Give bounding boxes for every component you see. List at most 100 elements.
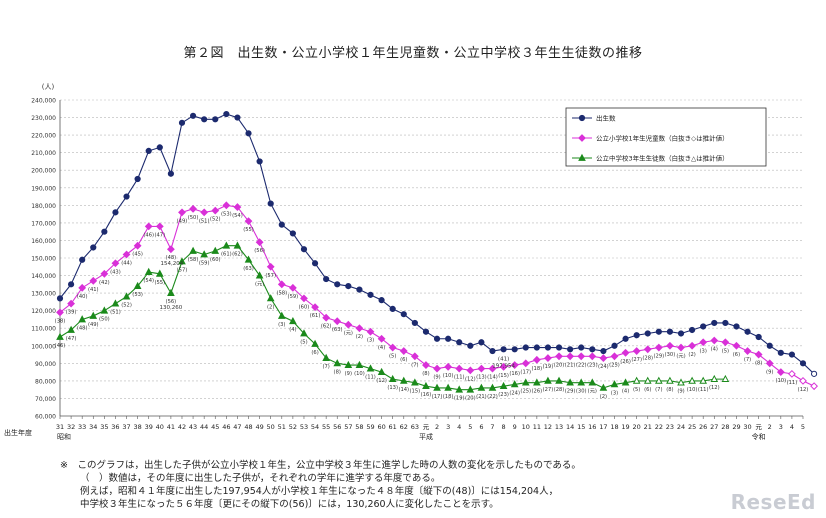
x-tick-label: 22 bbox=[655, 423, 663, 431]
data-point bbox=[255, 271, 264, 279]
data-point bbox=[356, 286, 363, 293]
data-point bbox=[233, 241, 242, 249]
point-label: (20) bbox=[554, 362, 565, 368]
data-point bbox=[477, 364, 486, 373]
y-tick-label: 220,000 bbox=[31, 133, 56, 140]
data-point bbox=[689, 326, 696, 334]
point-label: (62) bbox=[321, 324, 332, 330]
data-point bbox=[234, 114, 241, 121]
point-label: (8) bbox=[422, 371, 429, 377]
data-point bbox=[655, 328, 662, 335]
point-label: (9) bbox=[677, 389, 684, 395]
data-point bbox=[643, 345, 652, 354]
point-label: (46) bbox=[143, 232, 154, 238]
data-point bbox=[499, 381, 508, 390]
point-label: (25) bbox=[609, 362, 620, 368]
point-label: (4) bbox=[289, 327, 296, 333]
data-point bbox=[743, 347, 752, 355]
x-tick-label: 6 bbox=[479, 423, 483, 431]
x-tick-label: 51 bbox=[278, 423, 286, 431]
x-tick-label: 16 bbox=[588, 423, 596, 431]
data-point bbox=[533, 378, 541, 386]
data-point bbox=[289, 230, 296, 237]
point-label: (47) bbox=[154, 232, 165, 238]
data-point bbox=[266, 262, 275, 271]
point-label: (59) bbox=[199, 260, 210, 266]
y-tick-label: 190,000 bbox=[31, 185, 56, 192]
point-label: (7) bbox=[744, 357, 751, 363]
point-label: (14) bbox=[398, 387, 409, 393]
data-point bbox=[578, 344, 585, 351]
x-tick-label: 2 bbox=[435, 423, 439, 431]
data-point bbox=[333, 317, 342, 326]
data-point bbox=[632, 347, 641, 355]
data-point bbox=[610, 352, 619, 361]
point-label: (6) bbox=[400, 357, 407, 363]
data-point bbox=[555, 344, 563, 351]
point-label: (3) bbox=[367, 338, 374, 344]
point-label: (63) bbox=[332, 327, 343, 333]
data-point bbox=[433, 364, 441, 373]
point-label: (19) bbox=[543, 364, 554, 370]
x-tick-label: 23 bbox=[666, 423, 674, 431]
data-point bbox=[699, 376, 708, 384]
x-tick-label: 52 bbox=[289, 423, 297, 431]
x-tick-label: 元 bbox=[423, 423, 430, 431]
data-point bbox=[311, 339, 319, 347]
data-point bbox=[555, 376, 563, 384]
data-point bbox=[323, 275, 330, 283]
point-label: (57) bbox=[265, 273, 276, 279]
data-point bbox=[133, 241, 142, 250]
point-label: (40) bbox=[77, 294, 88, 300]
point-label: (21) bbox=[476, 394, 487, 400]
data-point bbox=[522, 344, 529, 351]
data-point bbox=[810, 370, 818, 377]
point-label: (49) bbox=[88, 322, 99, 328]
point-label: (11) bbox=[698, 387, 709, 393]
x-tick-label: 53 bbox=[300, 423, 308, 431]
data-point bbox=[766, 342, 773, 349]
x-tick-label: 元 bbox=[755, 423, 762, 431]
data-point bbox=[455, 364, 464, 373]
x-tick-label: 60 bbox=[377, 423, 385, 431]
point-label: (7) bbox=[411, 362, 418, 368]
x-tick-label: 31 bbox=[56, 423, 64, 431]
data-point bbox=[710, 336, 719, 345]
point-label: (61) bbox=[221, 252, 232, 258]
data-point bbox=[588, 378, 597, 386]
data-point bbox=[765, 359, 774, 368]
data-point bbox=[577, 378, 586, 386]
point-label: (4) bbox=[622, 389, 629, 395]
line-chart: 60,000 70,000 80,000 90,000 100,000 110,000 12… bbox=[4, 83, 818, 441]
point-label: (12) bbox=[465, 376, 476, 382]
point-label: (17) bbox=[432, 394, 443, 400]
point-label: (23) bbox=[587, 362, 598, 368]
data-point bbox=[499, 362, 508, 371]
data-point bbox=[366, 364, 375, 372]
data-point bbox=[489, 347, 496, 355]
data-point bbox=[377, 334, 386, 343]
data-point bbox=[256, 158, 263, 165]
data-point bbox=[433, 335, 441, 342]
point-label: (49) bbox=[177, 218, 188, 224]
point-label: (27) bbox=[631, 357, 642, 363]
era-label: 昭和 bbox=[57, 432, 71, 441]
data-point bbox=[178, 208, 186, 217]
data-point bbox=[754, 350, 763, 359]
data-point bbox=[478, 339, 485, 346]
point-label: (52) bbox=[210, 217, 221, 223]
point-label: (3) bbox=[278, 322, 285, 328]
point-label: 130,260 bbox=[160, 305, 183, 311]
y-tick-label: 170,000 bbox=[31, 220, 56, 227]
point-label: (8) bbox=[755, 361, 762, 367]
x-tick-label: 5 bbox=[468, 423, 472, 431]
data-point bbox=[666, 328, 674, 335]
point-label: (60) bbox=[299, 304, 310, 310]
point-label: (44) bbox=[121, 260, 132, 266]
point-label: (29) bbox=[654, 354, 665, 360]
data-point bbox=[744, 328, 751, 335]
point-label: (57) bbox=[177, 268, 188, 274]
point-label: (元) bbox=[588, 388, 597, 395]
point-label: (25) bbox=[520, 389, 531, 395]
x-tick-label: 55 bbox=[322, 423, 330, 431]
